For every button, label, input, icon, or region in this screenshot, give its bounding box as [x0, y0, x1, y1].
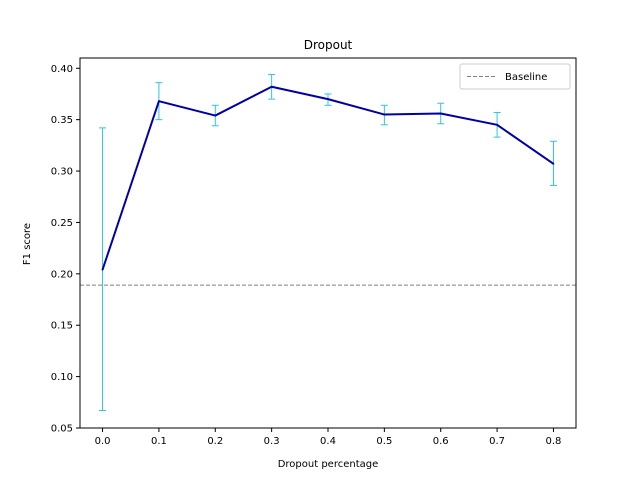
- y-tick-label: 0.20: [51, 269, 73, 280]
- y-tick-label: 0.40: [51, 64, 73, 75]
- x-tick-label: 0.0: [95, 436, 111, 447]
- data-point: [158, 100, 160, 102]
- x-tick-label: 0.3: [264, 436, 280, 447]
- data-point: [214, 115, 216, 117]
- x-tick-label: 0.4: [320, 436, 336, 447]
- data-point: [327, 98, 329, 100]
- y-tick-label: 0.30: [51, 167, 73, 178]
- y-tick-label: 0.35: [51, 115, 73, 126]
- legend-baseline-label: Baseline: [505, 72, 547, 83]
- x-tick-label: 0.6: [433, 436, 449, 447]
- y-tick-label: 0.15: [51, 321, 73, 332]
- x-axis-label: Dropout percentage: [278, 459, 379, 470]
- y-tick-label: 0.05: [51, 424, 73, 435]
- x-tick-label: 0.5: [376, 436, 392, 447]
- data-point: [102, 269, 104, 271]
- legend: Baseline: [460, 64, 570, 89]
- data-point: [440, 113, 442, 115]
- data-point: [553, 163, 555, 165]
- series-line-f1: [103, 87, 554, 270]
- y-tick-label: 0.25: [51, 218, 73, 229]
- y-tick-label: 0.10: [51, 372, 73, 383]
- y-axis-label: F1 score: [22, 223, 33, 265]
- data-point: [271, 86, 273, 88]
- x-tick-label: 0.1: [151, 436, 167, 447]
- chart-title: Dropout: [304, 38, 353, 52]
- plot-area: 0.0 0.1 0.2 0.3 0.4 0.5 0.6 0.7 0.8 0.05 0.10 0.15 0…: [51, 58, 576, 447]
- data-point: [496, 124, 498, 126]
- x-tick-label: 0.8: [546, 436, 562, 447]
- data-point: [383, 114, 385, 116]
- x-tick-label: 0.7: [489, 436, 505, 447]
- x-tick-label: 0.2: [207, 436, 223, 447]
